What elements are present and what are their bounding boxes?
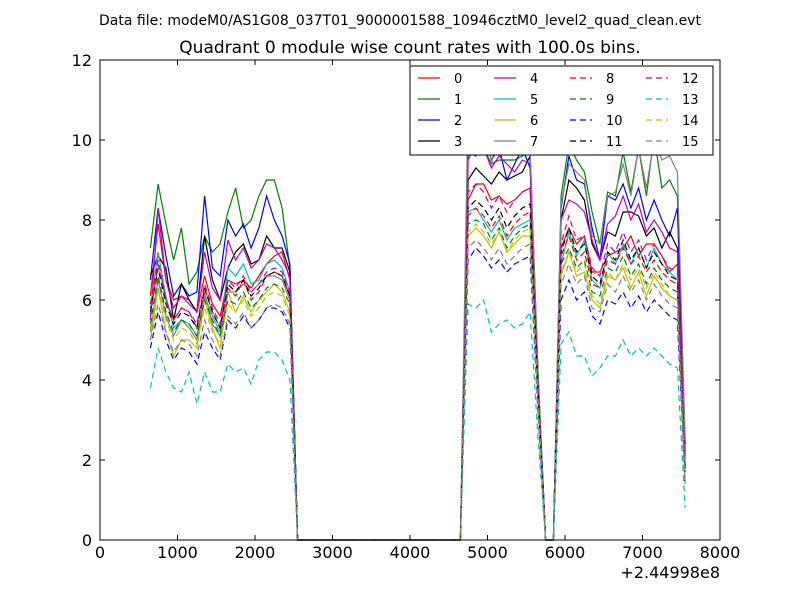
legend-label-11: 11 xyxy=(606,135,623,150)
y-tick-label: 2 xyxy=(82,451,92,470)
legend-label-9: 9 xyxy=(606,93,614,108)
x-tick-label: 3000 xyxy=(312,543,353,562)
axis-ticks: 0 1000 2000 3000 4000 5000 6000 7000 80000246810… xyxy=(72,51,741,562)
legend-label-1: 1 xyxy=(454,93,462,108)
series-line-14 xyxy=(149,223,686,541)
series-line-1 xyxy=(149,135,686,541)
x-tick-label: 4000 xyxy=(390,543,431,562)
y-tick-label: 10 xyxy=(72,131,92,150)
legend-label-8: 8 xyxy=(606,72,614,87)
legend-label-10: 10 xyxy=(606,114,623,129)
legend-label-14: 14 xyxy=(682,114,699,129)
legend-label-2: 2 xyxy=(454,114,462,129)
legend-label-3: 3 xyxy=(454,135,462,150)
y-tick-label: 6 xyxy=(82,291,92,310)
legend-label-13: 13 xyxy=(682,93,699,108)
x-tick-label: 0 xyxy=(95,543,105,562)
series-line-6 xyxy=(149,227,686,541)
x-tick-label: 8000 xyxy=(700,543,741,562)
x-tick-label: 5000 xyxy=(467,543,508,562)
x-axis-offset-label: +2.44998e8 xyxy=(620,563,720,582)
series-line-7 xyxy=(149,78,686,541)
series-line-15 xyxy=(149,239,686,541)
legend-box xyxy=(409,65,714,156)
y-tick-label: 4 xyxy=(82,371,92,390)
series-line-3 xyxy=(149,155,686,541)
legend-label-4: 4 xyxy=(530,72,538,87)
legend-label-12: 12 xyxy=(682,72,699,87)
x-tick-label: 7000 xyxy=(622,543,663,562)
legend-label-6: 6 xyxy=(530,114,538,129)
series-line-13 xyxy=(149,298,686,541)
x-tick-label: 1000 xyxy=(157,543,198,562)
y-tick-label: 12 xyxy=(72,51,92,70)
figure-suptitle: Data file: modeM0/AS1G08_037T01_90000015… xyxy=(99,13,701,29)
y-tick-label: 8 xyxy=(82,211,92,230)
series-line-12 xyxy=(149,183,686,541)
x-tick-label: 2000 xyxy=(235,543,276,562)
legend-label-0: 0 xyxy=(454,72,462,87)
legend-label-15: 15 xyxy=(682,135,699,150)
x-tick-label: 6000 xyxy=(545,543,586,562)
plot-series xyxy=(149,78,686,541)
series-line-9 xyxy=(149,219,686,541)
legend-label-5: 5 xyxy=(530,93,538,108)
series-line-10 xyxy=(149,247,686,541)
series-line-5 xyxy=(149,207,686,541)
y-tick-label: 0 xyxy=(82,531,92,550)
series-line-2 xyxy=(149,129,686,541)
series-line-4 xyxy=(149,143,686,541)
legend-label-7: 7 xyxy=(530,135,538,150)
series-line-11 xyxy=(149,199,686,541)
chart-title: Quadrant 0 module wise count rates with … xyxy=(179,38,640,58)
